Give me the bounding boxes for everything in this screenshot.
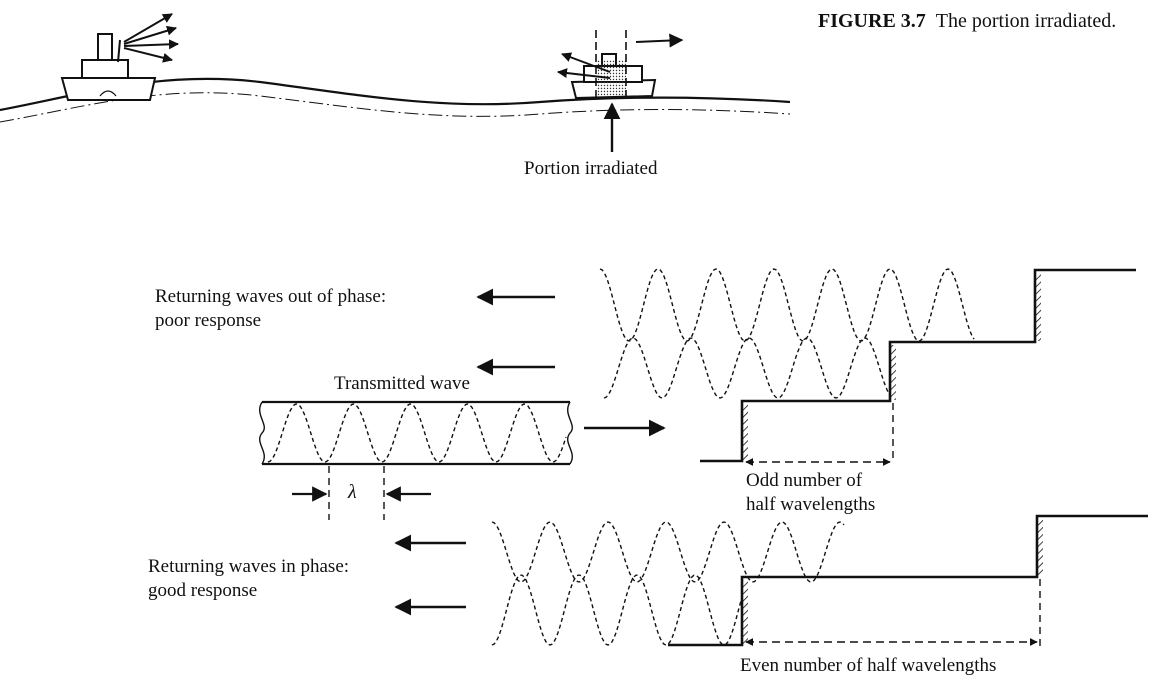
radar-ship-icon — [60, 33, 157, 101]
target-ship-icon — [570, 53, 657, 100]
transmitted-wave — [267, 403, 567, 463]
figure-caption-text: The portion irradiated. — [935, 10, 1117, 32]
returning-wave-out-of-phase-1 — [599, 268, 975, 342]
out-of-phase-title: Returning waves out of phase: — [155, 286, 387, 307]
odd-half-wavelengths-line1: Odd number of — [746, 470, 863, 491]
transmitted-wave-label: Transmitted wave — [334, 373, 470, 394]
figure-caption: FIGURE 3.7 The portion irradiated. — [818, 6, 1140, 36]
returning-wave-in-phase-2 — [491, 574, 743, 646]
portion-irradiated-label: Portion irradiated — [524, 158, 658, 179]
reflector-staircase — [700, 268, 1136, 463]
returning-wave-in-phase-1 — [491, 521, 845, 583]
in-phase-title: Returning waves in phase: — [148, 556, 350, 577]
reflector-staircase-lower — [668, 514, 1148, 647]
direction-arrows — [394, 288, 666, 616]
odd-half-wavelengths-line2: half wavelengths — [746, 494, 876, 515]
in-phase-subtitle: good response — [148, 580, 258, 601]
figure-number: FIGURE 3.7 — [818, 10, 926, 32]
even-distance-marker — [745, 579, 1041, 646]
lambda-symbol: λ — [348, 481, 357, 503]
returning-wave-out-of-phase-2 — [603, 337, 891, 399]
wavelength-marker — [292, 466, 431, 520]
transmitted-wave-band — [259, 400, 573, 466]
reflector-hatching-lower — [742, 519, 1043, 644]
reflector-hatching — [742, 273, 1041, 460]
odd-distance-marker — [745, 403, 894, 466]
even-half-wavelengths-label: Even number of half wavelengths — [740, 655, 997, 676]
out-of-phase-subtitle: poor response — [155, 310, 262, 331]
reflection-arrows — [557, 33, 684, 79]
radar-beam-arrows — [123, 13, 179, 63]
